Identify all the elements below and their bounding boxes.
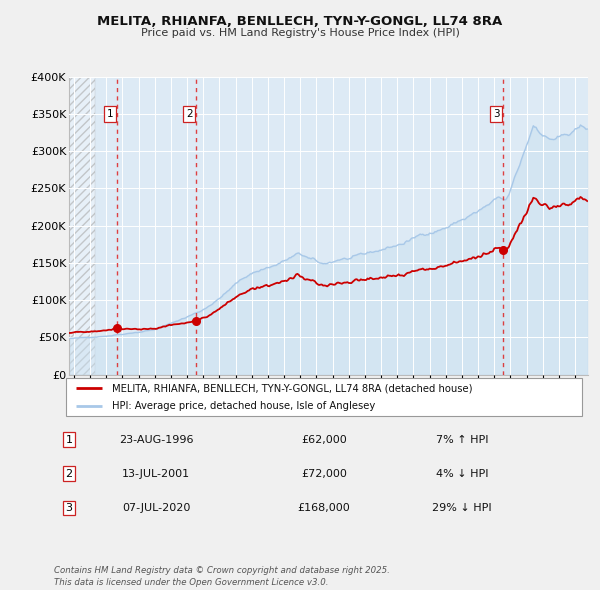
Text: Contains HM Land Registry data © Crown copyright and database right 2025.
This d: Contains HM Land Registry data © Crown c… bbox=[54, 566, 390, 587]
Bar bbox=[69, 77, 95, 375]
Text: 4% ↓ HPI: 4% ↓ HPI bbox=[436, 469, 488, 478]
Text: £72,000: £72,000 bbox=[301, 469, 347, 478]
Text: 3: 3 bbox=[65, 503, 73, 513]
Text: MELITA, RHIANFA, BENLLECH, TYN-Y-GONGL, LL74 8RA (detached house): MELITA, RHIANFA, BENLLECH, TYN-Y-GONGL, … bbox=[112, 384, 473, 394]
Text: 2: 2 bbox=[65, 469, 73, 478]
Text: £168,000: £168,000 bbox=[298, 503, 350, 513]
Text: 7% ↑ HPI: 7% ↑ HPI bbox=[436, 435, 488, 444]
Text: £62,000: £62,000 bbox=[301, 435, 347, 444]
Text: 29% ↓ HPI: 29% ↓ HPI bbox=[432, 503, 492, 513]
Text: Price paid vs. HM Land Registry's House Price Index (HPI): Price paid vs. HM Land Registry's House … bbox=[140, 28, 460, 38]
Text: 1: 1 bbox=[107, 109, 113, 119]
Text: MELITA, RHIANFA, BENLLECH, TYN-Y-GONGL, LL74 8RA: MELITA, RHIANFA, BENLLECH, TYN-Y-GONGL, … bbox=[97, 15, 503, 28]
FancyBboxPatch shape bbox=[66, 378, 582, 416]
Text: HPI: Average price, detached house, Isle of Anglesey: HPI: Average price, detached house, Isle… bbox=[112, 401, 376, 411]
Text: 23-AUG-1996: 23-AUG-1996 bbox=[119, 435, 193, 444]
Text: 2: 2 bbox=[186, 109, 193, 119]
Text: 1: 1 bbox=[65, 435, 73, 444]
Text: 3: 3 bbox=[493, 109, 499, 119]
Text: 13-JUL-2001: 13-JUL-2001 bbox=[122, 469, 190, 478]
Text: 07-JUL-2020: 07-JUL-2020 bbox=[122, 503, 190, 513]
